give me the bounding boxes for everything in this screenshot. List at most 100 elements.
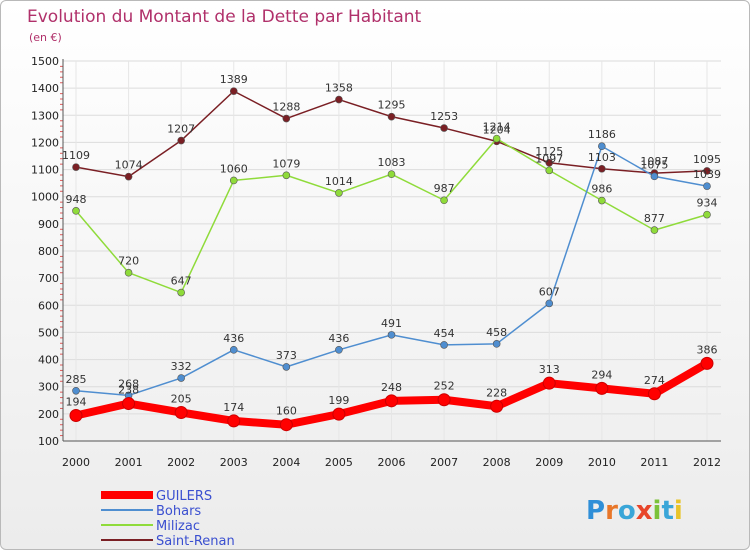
y-tick-label: 200 [38,408,59,421]
x-tick-label: 2008 [483,456,511,469]
data-label: 1253 [430,110,458,123]
data-labels: 194 238 205 174 160 199 248 252 228 313 294 274 386 2… [62,73,721,418]
data-point [545,158,554,167]
data-label: 1039 [693,168,721,181]
y-tick-label: 400 [38,354,59,367]
data-label: 1125 [535,145,563,158]
data-point [335,95,343,104]
data-point [703,182,711,190]
data-point [387,331,396,339]
y-tick-label: 900 [38,218,59,231]
data-label: 174 [223,401,244,414]
legend-label: Milizac [156,519,200,534]
data-point [598,196,606,205]
data-label: 1358 [325,82,353,95]
data-point [227,414,241,428]
data-label: 1186 [588,128,616,141]
data-label: 1288 [272,101,300,114]
axes: 1002003004005006007008009001000110012001… [31,55,721,469]
data-label: 458 [486,326,507,339]
data-label: 199 [328,394,349,407]
data-label: 228 [486,386,507,399]
data-point [437,393,451,407]
data-label: 877 [644,212,665,225]
data-point [703,167,711,175]
data-point [440,124,448,132]
data-label: 1097 [535,152,563,165]
data-label: 238 [118,384,139,397]
data-point [598,164,606,173]
data-label: 285 [66,373,87,386]
logo-letter: P [586,496,605,526]
data-point [595,381,609,395]
data-point [124,268,133,277]
y-tick-label: 1400 [31,82,59,95]
data-label: 268 [118,377,139,390]
data-label: 1389 [220,73,248,86]
y-tick-label: 500 [38,326,59,339]
x-tick-label: 2012 [693,456,721,469]
x-tick-label: 2007 [430,456,458,469]
data-label: 1109 [62,149,90,162]
data-point [440,196,448,205]
data-label: 454 [434,327,455,340]
legend-label: GUILERS [156,489,212,504]
logo-letter: r [605,496,618,526]
data-label: 986 [591,183,612,196]
data-point [332,407,346,421]
y-tick-label: 1000 [31,191,59,204]
y-tick-label: 100 [38,435,59,448]
data-label: 386 [697,343,718,356]
data-label: 1204 [483,123,511,136]
data-label: 252 [434,380,455,393]
data-point [387,170,396,178]
data-point [650,172,659,181]
x-tick-label: 2000 [62,456,90,469]
data-point [69,408,83,422]
data-point [282,171,291,180]
x-tick-label: 2006 [378,456,406,469]
data-point [335,345,343,354]
data-label: 248 [381,381,402,394]
data-point [72,386,80,395]
data-label: 1295 [378,99,406,112]
data-label: 436 [223,332,244,345]
data-label: 332 [171,360,192,373]
logo-letter: t [661,496,673,526]
legend-label: Saint-Renan [156,534,235,549]
x-tick-label: 2005 [325,456,353,469]
data-label: 1207 [167,123,195,136]
data-label: 491 [381,317,402,330]
data-point [385,394,398,408]
data-label: 1074 [115,159,143,172]
data-point [490,399,504,413]
y-tick-label: 700 [38,272,59,285]
data-label: 1079 [272,157,300,170]
data-label: 1060 [220,162,248,175]
data-point [177,288,185,297]
data-point [229,176,238,185]
data-point [703,210,711,219]
data-point [598,142,606,151]
logo-letter: i [653,496,662,526]
data-point [177,374,185,382]
data-label: 934 [697,197,718,210]
data-label: 1087 [640,155,668,168]
data-point [650,226,659,234]
data-label: 1095 [693,153,721,166]
data-label: 313 [539,363,560,376]
data-label: 373 [276,349,297,362]
data-point [542,376,556,390]
data-point [545,166,554,175]
data-label: 274 [644,374,665,387]
data-label: 160 [276,405,297,418]
data-point [335,189,343,197]
data-label: 194 [66,395,87,408]
data-label: 647 [171,275,192,288]
data-label: 987 [434,182,455,195]
data-point [279,418,293,432]
logo-letter: i [674,496,683,526]
data-point [492,134,501,143]
y-tick-label: 1200 [31,136,59,149]
